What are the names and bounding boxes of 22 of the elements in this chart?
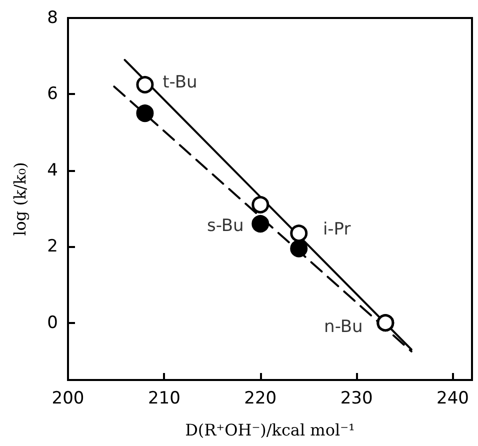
x-tick-label: 200: [52, 388, 84, 408]
y-axis-title: log (k/k₀): [10, 162, 30, 236]
point: [290, 224, 308, 242]
y-tick-label: 8: [47, 8, 58, 28]
x-tick-label: 240: [436, 388, 469, 408]
point: [252, 196, 270, 214]
x-tick-label: 210: [148, 388, 180, 408]
y-tick-label: 4: [47, 160, 58, 180]
x-axis-title: D(R⁺OH⁻)/kcal mol⁻¹: [185, 420, 355, 440]
point: [252, 215, 270, 233]
y-tick-label: 6: [47, 84, 58, 104]
annotation: i-Pr: [322, 219, 351, 240]
x-tick-label: 220: [244, 388, 277, 408]
annotation: n-Bu: [324, 316, 363, 337]
point: [136, 104, 154, 122]
y-tick-label: 0: [47, 312, 58, 333]
annotation: s-Bu: [206, 216, 244, 236]
point: [290, 240, 308, 258]
x-tick-label: 230: [340, 388, 373, 408]
annotation: t-Bu: [162, 72, 198, 93]
y-tick-label: 2: [47, 236, 58, 257]
point: [136, 76, 154, 94]
